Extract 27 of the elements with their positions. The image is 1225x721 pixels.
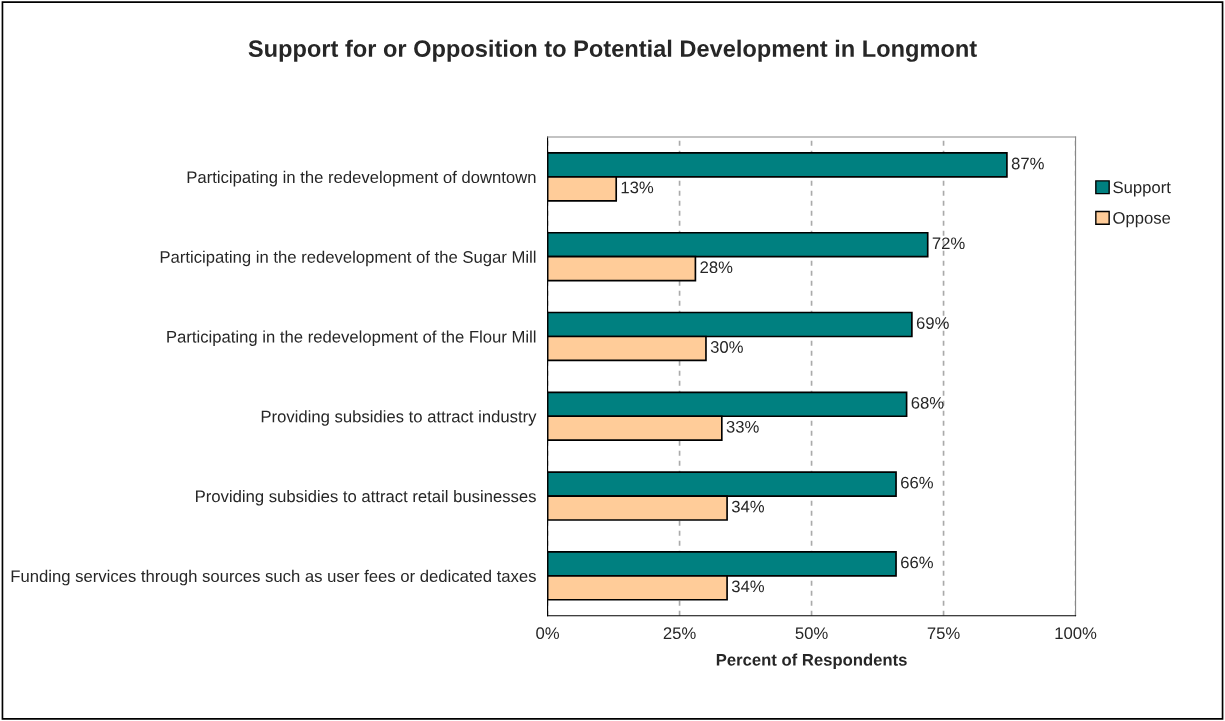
data-label: 34%	[731, 580, 765, 593]
y-tick-label: Providing subsidies to attract industry	[261, 410, 537, 426]
data-label: 72%	[932, 237, 965, 250]
x-axis-title: Percent of Respondents	[716, 653, 907, 670]
chart-title: Support for or Opposition to Potential Development in Longmont	[248, 39, 977, 62]
legend-label: Support	[1113, 181, 1171, 197]
data-label: 13%	[621, 181, 654, 194]
x-tick-label: 25%	[663, 627, 696, 640]
data-label: 66%	[901, 556, 933, 569]
y-tick-label: Participating in the redevelopment of downtown	[187, 170, 536, 187]
data-label: 87%	[1011, 157, 1044, 170]
data-label: 68%	[911, 396, 944, 409]
data-label: 33%	[726, 420, 759, 433]
x-tick-label: 75%	[927, 627, 960, 640]
x-tick-label: 50%	[795, 627, 828, 640]
x-tick-label: 100%	[1055, 627, 1097, 640]
data-label: 66%	[901, 476, 933, 489]
y-tick-label: Participating in the redevelopment of the Flour Mill	[167, 330, 536, 346]
y-tick-label: Funding services through sources such as user fees or dedicated taxes	[11, 569, 536, 586]
y-tick-label: Participating in the redevelopment of the Sugar Mill	[160, 250, 536, 267]
legend-label: Oppose	[1113, 212, 1171, 228]
data-label: 28%	[700, 261, 733, 274]
data-label: 69%	[916, 317, 949, 329]
data-label: 34%	[731, 500, 765, 513]
x-tick-label: 0%	[536, 627, 560, 640]
y-tick-label: Providing subsidies to attract retail businesses	[196, 490, 536, 506]
data-label: 30%	[710, 341, 743, 353]
